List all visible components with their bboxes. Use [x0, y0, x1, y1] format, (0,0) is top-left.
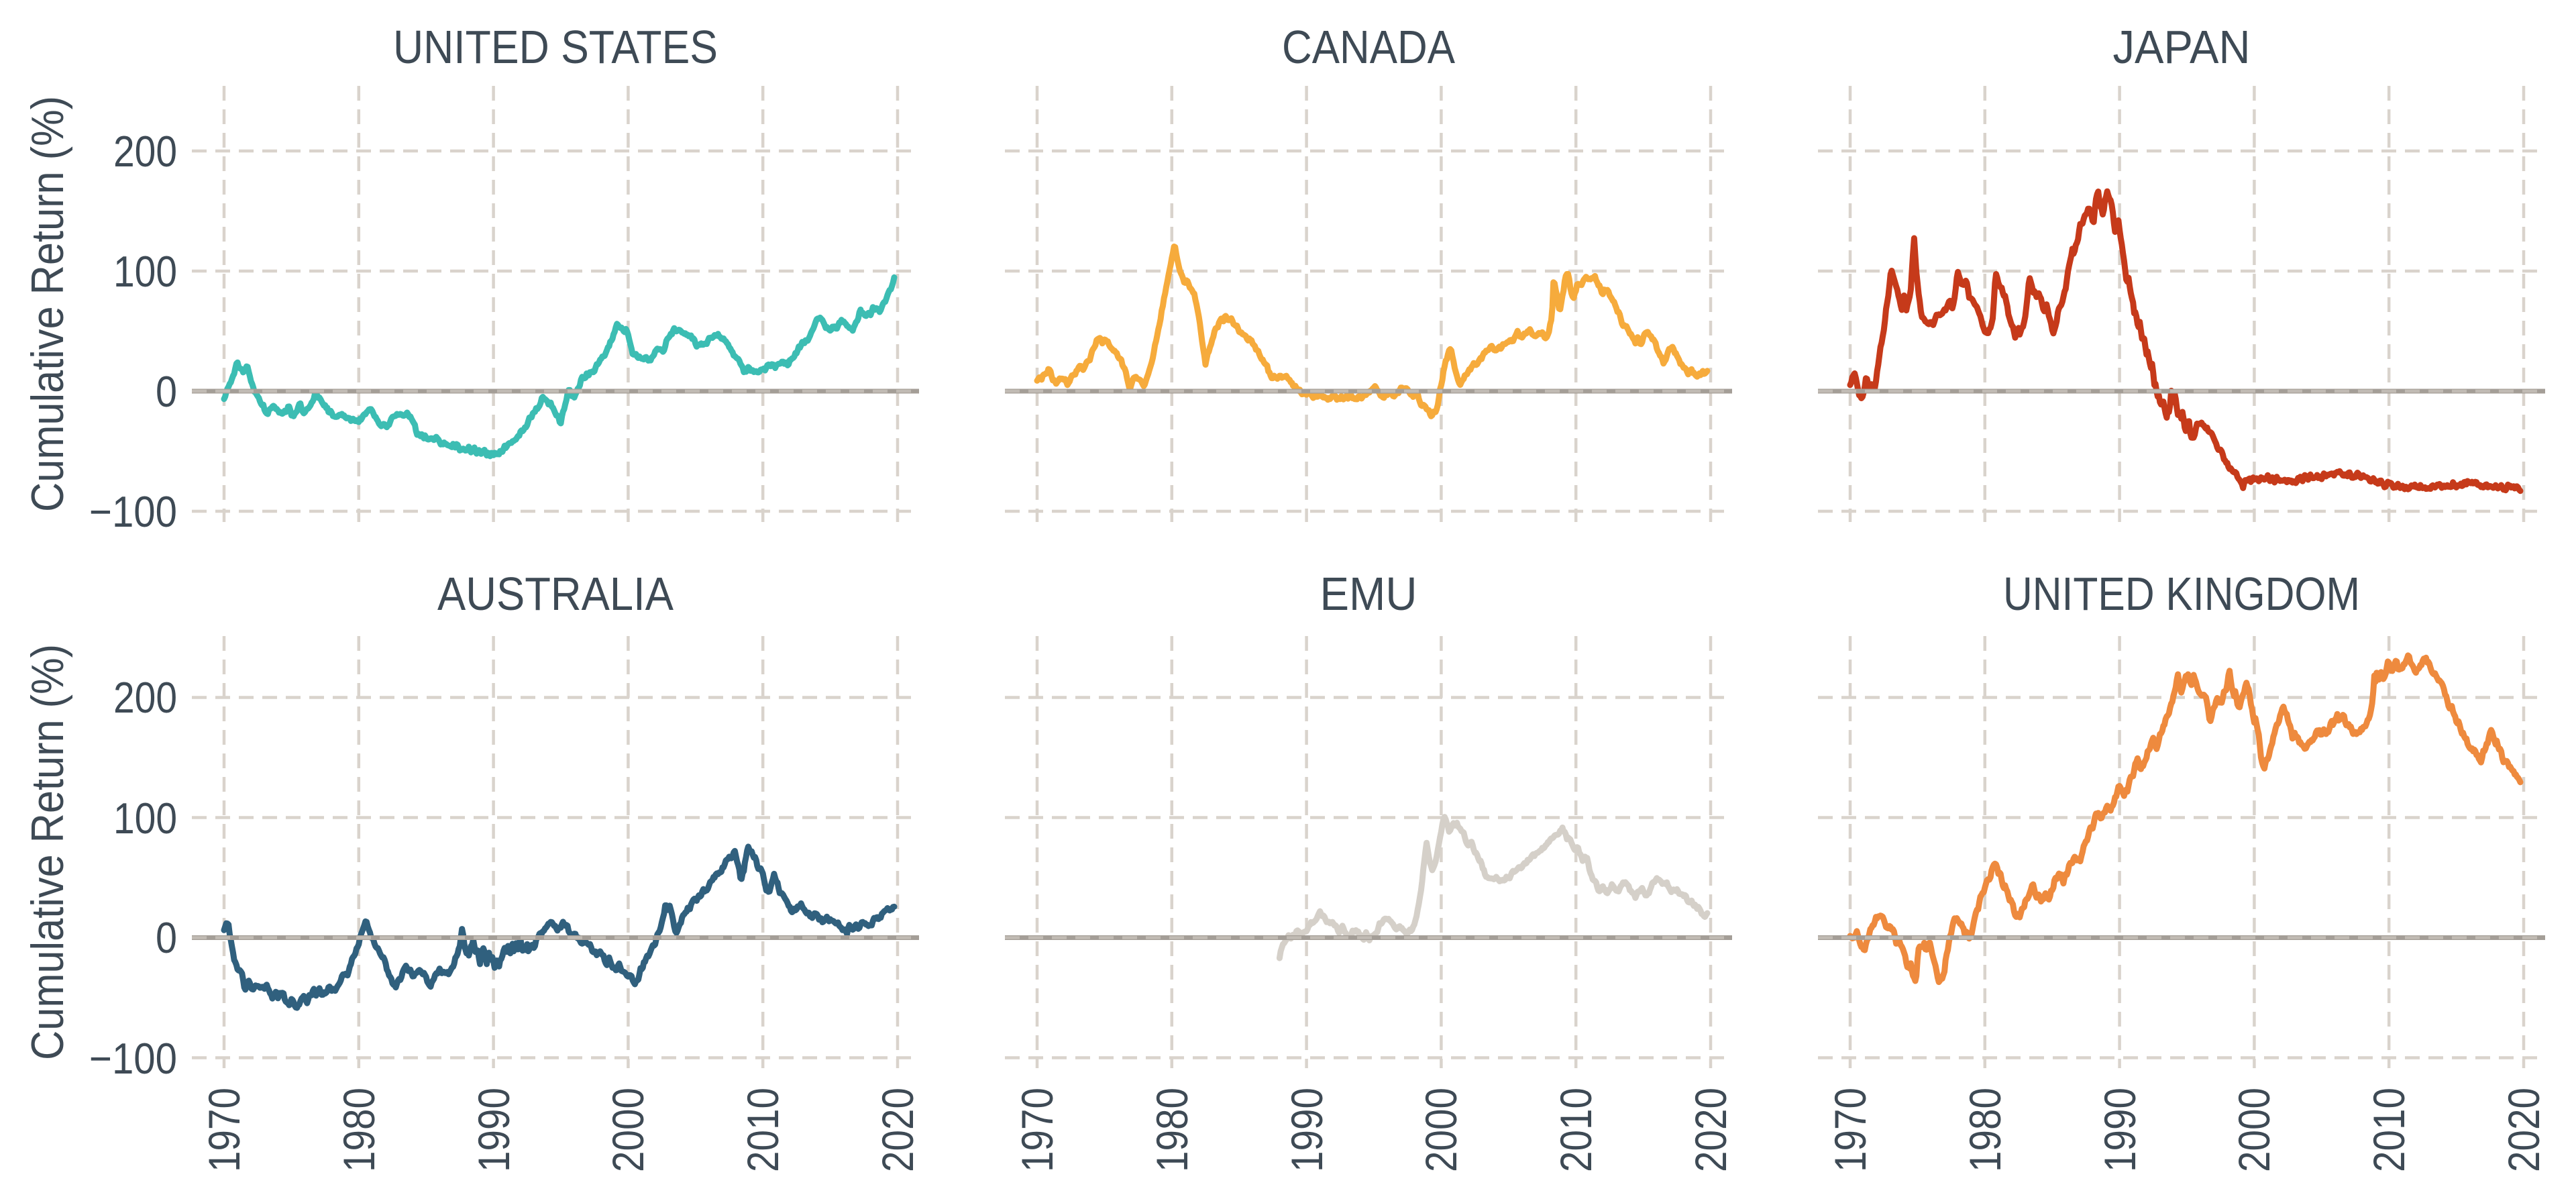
svg-text:1990: 1990: [1282, 1088, 1332, 1172]
svg-text:1980: 1980: [334, 1088, 384, 1172]
svg-text:200: 200: [113, 127, 177, 176]
svg-text:2010: 2010: [738, 1088, 788, 1172]
svg-text:1980: 1980: [1960, 1088, 2010, 1172]
svg-text:1970: 1970: [1825, 1088, 1875, 1172]
svg-text:1970: 1970: [1012, 1088, 1062, 1172]
svg-text:100: 100: [113, 247, 177, 296]
svg-text:2020: 2020: [873, 1088, 922, 1172]
svg-text:UNITED KINGDOM: UNITED KINGDOM: [2003, 568, 2360, 620]
svg-text:2010: 2010: [1551, 1088, 1601, 1172]
svg-text:2000: 2000: [603, 1088, 653, 1172]
svg-text:2020: 2020: [1686, 1088, 1735, 1172]
svg-text:Cumulative Return (%): Cumulative Return (%): [22, 644, 73, 1060]
svg-text:2020: 2020: [2499, 1088, 2548, 1172]
svg-text:CANADA: CANADA: [1282, 21, 1455, 73]
svg-text:1970: 1970: [199, 1088, 249, 1172]
svg-text:0: 0: [156, 367, 177, 416]
svg-text:2010: 2010: [2364, 1088, 2414, 1172]
svg-text:1990: 1990: [469, 1088, 519, 1172]
svg-text:2000: 2000: [1416, 1088, 1466, 1172]
svg-text:0: 0: [156, 913, 177, 962]
svg-text:EMU: EMU: [1320, 568, 1417, 620]
svg-text:2000: 2000: [2229, 1088, 2279, 1172]
svg-text:200: 200: [113, 673, 177, 722]
svg-text:JAPAN: JAPAN: [2113, 21, 2251, 73]
svg-text:1990: 1990: [2095, 1088, 2145, 1172]
svg-text:−100: −100: [89, 487, 177, 536]
svg-text:−100: −100: [89, 1034, 177, 1083]
svg-text:Cumulative Return (%): Cumulative Return (%): [22, 96, 73, 512]
svg-text:100: 100: [113, 794, 177, 843]
svg-text:UNITED STATES: UNITED STATES: [393, 21, 718, 73]
svg-text:AUSTRALIA: AUSTRALIA: [437, 568, 674, 620]
svg-text:1980: 1980: [1147, 1088, 1197, 1172]
